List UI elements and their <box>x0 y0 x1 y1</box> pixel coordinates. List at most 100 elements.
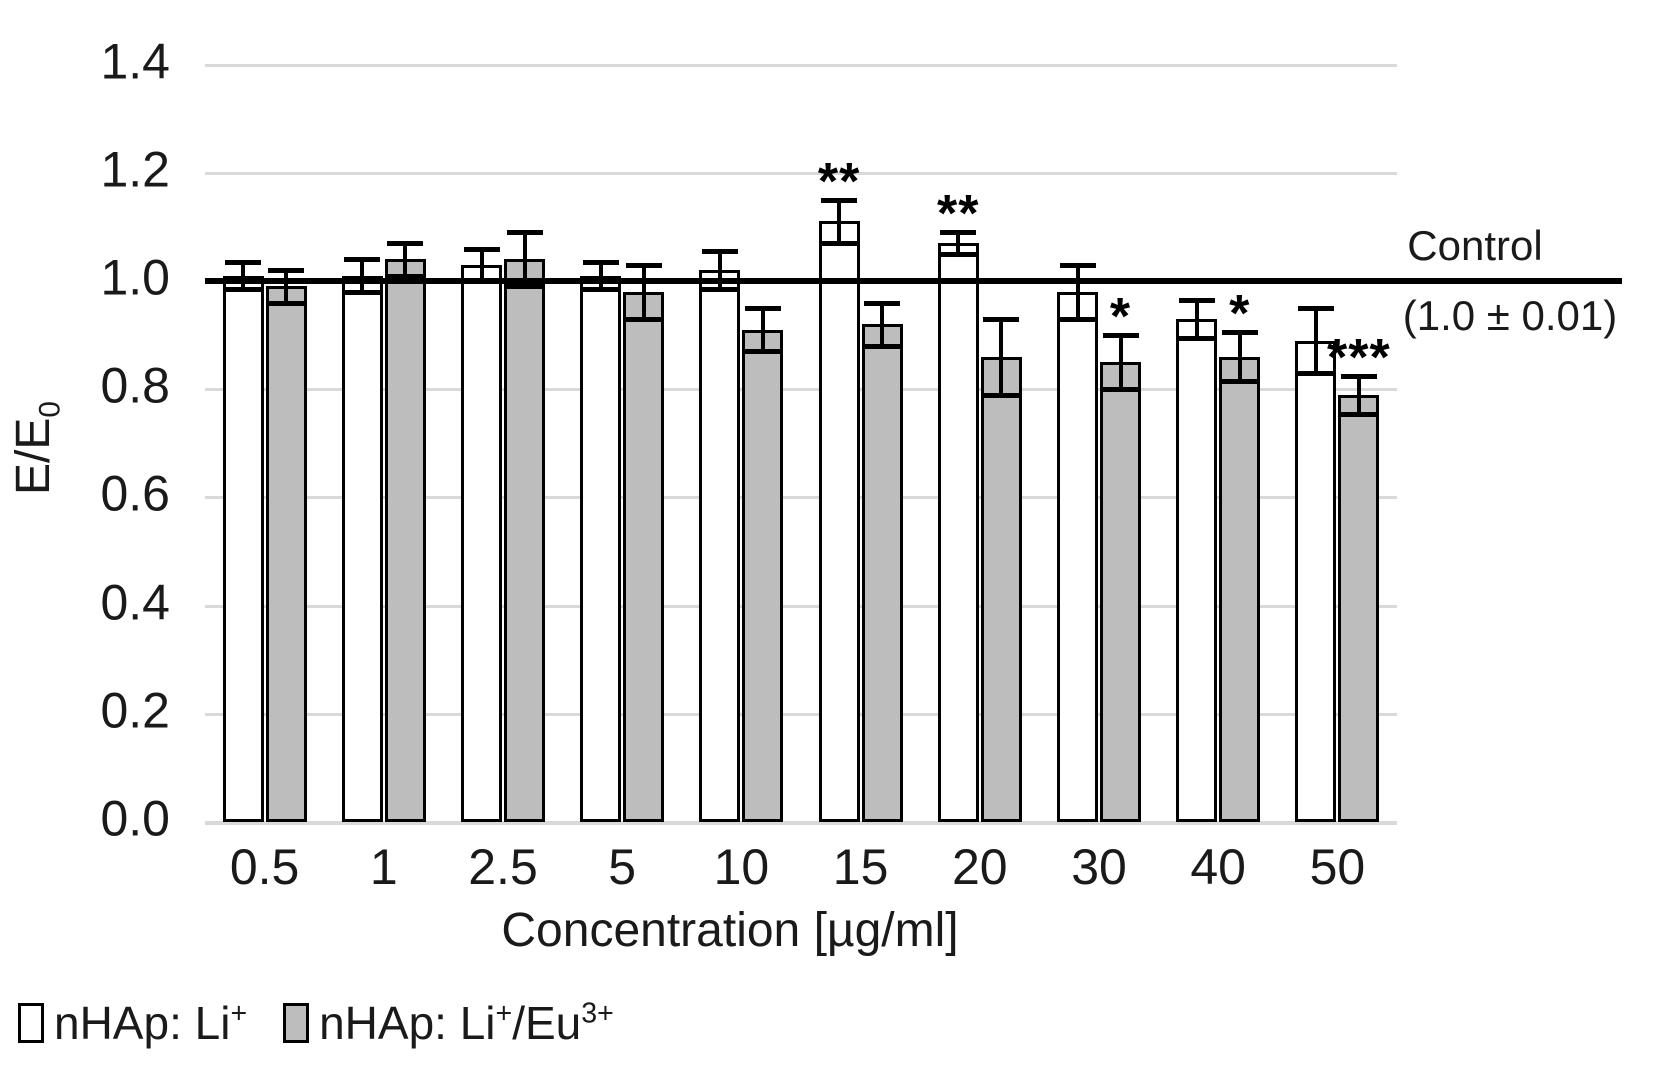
significance-marker-20: ** <box>937 185 980 244</box>
error-bar-30 <box>1118 335 1123 390</box>
y-tick-label-0.2: 0.2 <box>100 682 170 739</box>
error-cap-bottom-40 <box>1178 335 1215 341</box>
x-tick-label-30: 30 <box>1071 839 1127 895</box>
y-axis-title-subscript: 0 <box>33 401 67 418</box>
error-cap-top-40 <box>1221 330 1258 336</box>
gridline-0.4 <box>205 604 1397 608</box>
control-reference-line <box>205 278 1622 284</box>
error-cap-top-0.5 <box>268 268 305 274</box>
bar-li-eu-15 <box>861 324 903 822</box>
error-cap-bottom-5 <box>625 316 662 322</box>
error-cap-bottom-5 <box>582 287 619 293</box>
error-cap-top-1 <box>344 257 381 263</box>
legend-label: nHAp: Li+/Eu3+ <box>319 997 614 1049</box>
error-cap-bottom-50 <box>1340 411 1377 417</box>
bar-li-15 <box>818 221 860 822</box>
gridline-0.6 <box>205 496 1397 500</box>
error-bar-0.5 <box>284 270 289 303</box>
bar-li-10 <box>699 270 741 822</box>
error-bar-20 <box>956 232 961 254</box>
legend-marker-gray-square <box>283 1003 310 1043</box>
error-cap-bottom-2.5 <box>506 284 543 290</box>
error-cap-bottom-15 <box>821 241 858 247</box>
error-cap-top-5 <box>582 260 619 266</box>
gridline-0.2 <box>205 712 1397 716</box>
bar-li-eu-2.5 <box>504 259 545 822</box>
bar-li-eu-20 <box>980 356 1022 822</box>
error-bar-30 <box>1075 264 1080 319</box>
error-bar-50 <box>1313 308 1318 373</box>
error-cap-top-2.5 <box>506 230 543 236</box>
error-bar-15 <box>837 199 842 244</box>
gridline-0.8 <box>205 388 1397 392</box>
significance-marker-30: * <box>1109 288 1132 347</box>
error-cap-bottom-0.5 <box>268 300 305 306</box>
error-bar-40 <box>1237 332 1242 382</box>
error-bar-2.5 <box>522 232 527 287</box>
error-cap-top-50 <box>1340 373 1377 379</box>
error-cap-bottom-15 <box>864 343 901 349</box>
error-cap-bottom-20 <box>940 251 977 257</box>
y-axis-title-text: E/E <box>7 417 60 495</box>
error-bar-2.5 <box>479 248 484 281</box>
error-bar-0.5 <box>241 262 246 290</box>
y-tick-label-1.0: 1.0 <box>100 249 170 306</box>
error-bar-40 <box>1194 299 1199 338</box>
error-cap-top-10 <box>744 306 781 312</box>
bar-li-40 <box>1176 318 1218 822</box>
error-cap-top-15 <box>864 300 901 306</box>
x-tick-label-0.5: 0.5 <box>229 839 300 895</box>
error-cap-bottom-50 <box>1297 370 1334 376</box>
error-cap-bottom-10 <box>744 349 781 355</box>
error-cap-top-50 <box>1297 306 1334 312</box>
gridline-1.2 <box>205 171 1397 175</box>
error-cap-bottom-10 <box>701 287 738 293</box>
bar-li-eu-30 <box>1100 362 1141 822</box>
bar-li-eu-1 <box>384 259 426 822</box>
error-cap-top-30 <box>1059 262 1096 268</box>
legend-item-nhap-li-eu: nHAp: Li+/Eu3+ <box>283 996 614 1050</box>
error-cap-top-0.5 <box>225 260 262 266</box>
bar-li-30 <box>1057 291 1098 822</box>
x-tick-label-10: 10 <box>713 839 770 895</box>
bar-li-2.5 <box>461 264 502 822</box>
x-tick-label-2.5: 2.5 <box>468 839 538 895</box>
y-tick-label-0.8: 0.8 <box>100 357 170 414</box>
error-bar-10 <box>760 308 765 352</box>
error-cap-bottom-30 <box>1059 316 1096 322</box>
error-bar-1 <box>360 259 365 292</box>
gridline-0.0 <box>205 821 1397 825</box>
legend: nHAp: Li+ nHAp: Li+/Eu3+ <box>18 996 614 1050</box>
legend-label: nHAp: Li+ <box>54 997 248 1049</box>
bar-li-eu-5 <box>623 291 665 822</box>
error-cap-top-10 <box>701 249 738 255</box>
y-tick-label-0.0: 0.0 <box>100 790 170 847</box>
error-cap-bottom-1 <box>344 289 381 295</box>
bar-li-eu-0.5 <box>265 286 307 822</box>
error-cap-bottom-1 <box>387 273 424 279</box>
legend-marker-white-square <box>18 1003 44 1043</box>
bar-li-5 <box>580 275 622 822</box>
control-label: Control <box>1407 222 1543 269</box>
error-cap-bottom-0.5 <box>225 287 262 293</box>
error-cap-bottom-40 <box>1221 379 1258 385</box>
error-bar-1 <box>403 243 408 276</box>
error-bar-50 <box>1356 375 1361 414</box>
x-tick-label-15: 15 <box>832 839 889 895</box>
gridline-1.4 <box>205 63 1397 67</box>
error-bar-10 <box>717 251 722 290</box>
bar-li-eu-10 <box>742 329 784 822</box>
x-axis-title: Concentration [µg/ml] <box>501 904 959 957</box>
x-tick-label-50: 50 <box>1309 839 1366 895</box>
control-value-label: (1.0 ± 0.01) <box>1402 292 1618 339</box>
error-bar-15 <box>880 302 885 346</box>
error-cap-top-20 <box>940 230 977 236</box>
error-cap-top-2.5 <box>463 246 500 252</box>
legend-item-nhap-li: nHAp: Li+ <box>18 996 247 1050</box>
error-cap-top-30 <box>1102 333 1139 339</box>
significance-marker-15: ** <box>817 152 861 211</box>
error-cap-top-1 <box>387 241 424 247</box>
error-bar-5 <box>598 262 603 290</box>
error-cap-top-5 <box>625 262 662 268</box>
